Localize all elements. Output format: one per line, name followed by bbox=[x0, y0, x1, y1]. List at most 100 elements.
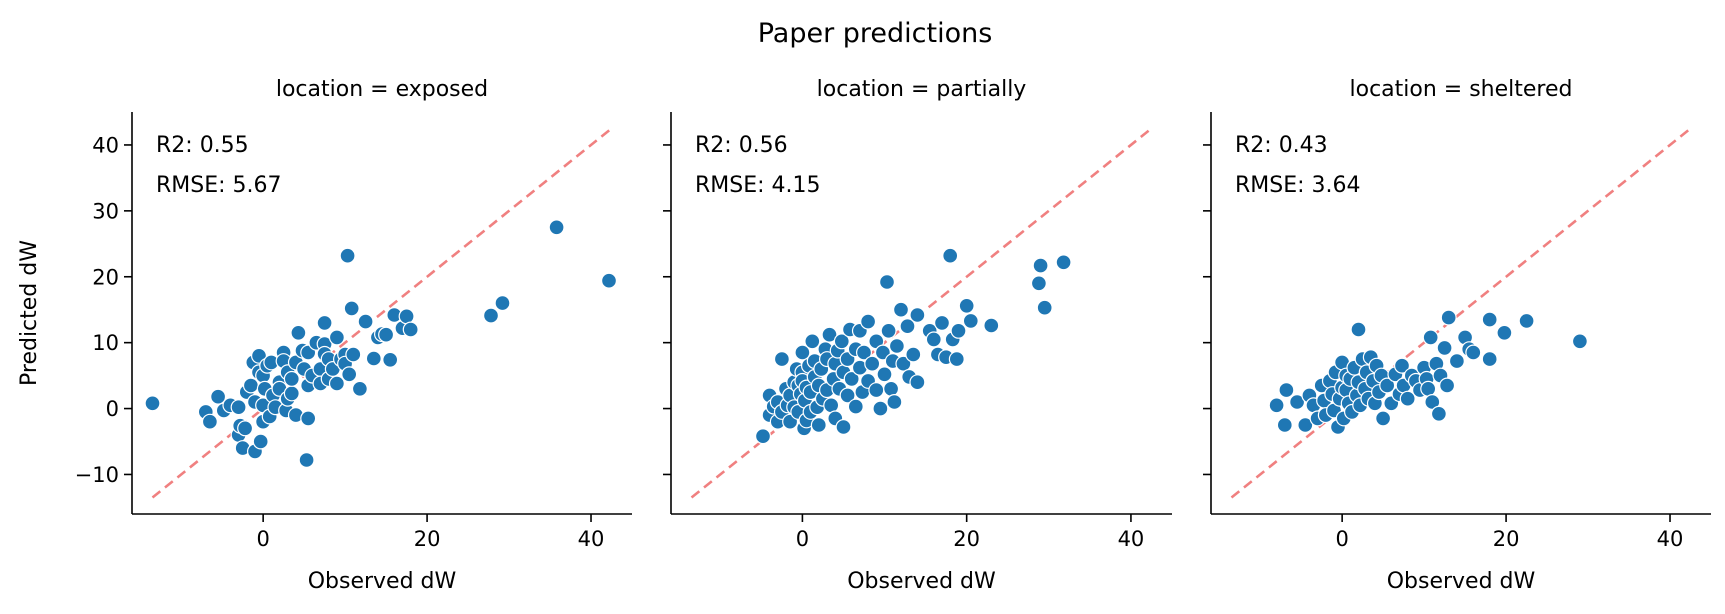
scatter-point bbox=[283, 385, 300, 402]
y-tick-label: 40 bbox=[92, 133, 119, 157]
scatter-point bbox=[1440, 309, 1457, 326]
scatter-point bbox=[872, 400, 889, 417]
r2-annotation: R2: 0.56 bbox=[695, 133, 788, 158]
y-tick-label: 0 bbox=[106, 397, 119, 421]
scatter-point bbox=[345, 346, 362, 363]
scatter-point bbox=[1379, 377, 1396, 394]
scatter-point bbox=[1032, 257, 1049, 274]
scatter-point bbox=[933, 314, 950, 331]
scatter-point bbox=[876, 366, 893, 383]
scatter-point bbox=[839, 387, 856, 404]
scatter-point bbox=[942, 247, 959, 264]
scatter-point bbox=[1420, 380, 1437, 397]
scatter-point bbox=[1055, 254, 1072, 271]
panel-exposed: location = exposed 0 20 40 −10 0 10 20 30 40 Obser… bbox=[17, 77, 632, 594]
scatter-point bbox=[883, 380, 900, 397]
scatter-point bbox=[962, 312, 979, 329]
scatter-point bbox=[983, 317, 1000, 334]
scatter-point bbox=[343, 300, 360, 317]
scatter-point bbox=[1481, 311, 1498, 328]
panel-partially: location = partially 0 20 40 Observed dW R2: … bbox=[663, 77, 1172, 594]
scatter-point bbox=[1268, 397, 1285, 414]
scatter-point bbox=[1518, 312, 1535, 329]
scatter-point bbox=[810, 417, 827, 434]
scatter-point bbox=[958, 297, 975, 314]
scatter-point bbox=[948, 351, 965, 368]
x-tick-label: 40 bbox=[1657, 527, 1684, 551]
x-axis-label: Observed dW bbox=[308, 569, 457, 594]
scatter-point bbox=[300, 410, 317, 427]
scatter-point bbox=[494, 295, 511, 312]
scatter-point bbox=[794, 344, 811, 361]
x-tick-label: 40 bbox=[578, 527, 605, 551]
scatter-point bbox=[483, 307, 500, 324]
scatter-point bbox=[899, 318, 916, 335]
scatter-point bbox=[398, 308, 415, 325]
scatter-point bbox=[804, 333, 821, 350]
scatter-point bbox=[1448, 353, 1465, 370]
r2-annotation: R2: 0.43 bbox=[1235, 133, 1328, 158]
scatter-point bbox=[950, 322, 967, 339]
scatter-point bbox=[1465, 344, 1482, 361]
scatter-point bbox=[909, 374, 926, 391]
scatter-point bbox=[1297, 417, 1314, 434]
rmse-annotation: RMSE: 3.64 bbox=[1235, 173, 1361, 198]
scatter-point bbox=[864, 355, 881, 372]
scatter-point bbox=[1399, 390, 1416, 407]
scatter-point bbox=[821, 326, 838, 343]
scatter-point bbox=[365, 350, 382, 367]
scatter-point bbox=[835, 419, 852, 436]
scatter-point bbox=[1350, 321, 1367, 338]
x-tick-label: 20 bbox=[414, 527, 441, 551]
x-tick-label: 20 bbox=[953, 527, 980, 551]
y-tick-label: 20 bbox=[92, 265, 119, 289]
scatter-point bbox=[1036, 299, 1053, 316]
scatter-point bbox=[878, 274, 895, 291]
scatter-point bbox=[895, 355, 912, 372]
subplot-title: location = exposed bbox=[276, 77, 488, 102]
scatter-point bbox=[868, 382, 885, 399]
scatter-point bbox=[378, 326, 395, 343]
scatter-point bbox=[357, 313, 374, 330]
scatter-point bbox=[1481, 351, 1498, 368]
scatter-point bbox=[283, 370, 300, 387]
scatter-point bbox=[1375, 410, 1392, 427]
scatter-point bbox=[754, 428, 771, 445]
rmse-annotation: RMSE: 5.67 bbox=[156, 173, 282, 198]
scatter-point bbox=[886, 394, 903, 411]
scatter-point bbox=[909, 307, 926, 324]
scatter-point bbox=[1496, 324, 1513, 341]
scatter-point bbox=[237, 420, 254, 437]
scatter-point bbox=[600, 272, 617, 289]
scatter-point bbox=[833, 333, 850, 350]
scatter-point bbox=[847, 398, 864, 415]
scatter-point bbox=[144, 395, 161, 412]
scatter-point bbox=[201, 413, 218, 430]
scatter-point bbox=[855, 344, 872, 361]
scatter-point bbox=[290, 324, 307, 341]
scatter-point bbox=[298, 452, 315, 469]
scatter-point bbox=[1439, 377, 1456, 394]
scatter-point bbox=[1030, 275, 1047, 292]
scatter-point bbox=[382, 351, 399, 368]
scatter-point bbox=[888, 338, 905, 355]
scatter-point bbox=[230, 399, 247, 416]
scatter-point bbox=[880, 322, 897, 339]
x-tick-label: 0 bbox=[796, 527, 809, 551]
scatter-point bbox=[548, 219, 565, 236]
scatter-point bbox=[328, 375, 345, 392]
scatter-point bbox=[1276, 417, 1293, 434]
y-tick-label: 30 bbox=[92, 199, 119, 223]
identity-reference-line bbox=[151, 127, 613, 499]
r2-annotation: R2: 0.55 bbox=[156, 133, 249, 158]
scatter-point bbox=[402, 321, 419, 338]
x-tick-label: 40 bbox=[1118, 527, 1145, 551]
scatter-point bbox=[925, 331, 942, 348]
scatter-point bbox=[341, 366, 358, 383]
y-axis-label: Predicted dW bbox=[17, 240, 42, 386]
scatter-point bbox=[210, 388, 227, 405]
panel-sheltered: location = sheltered 0 20 40 Observed dW R2: … bbox=[1203, 77, 1711, 594]
scatter-point bbox=[843, 370, 860, 387]
scatter-point bbox=[1289, 394, 1306, 411]
